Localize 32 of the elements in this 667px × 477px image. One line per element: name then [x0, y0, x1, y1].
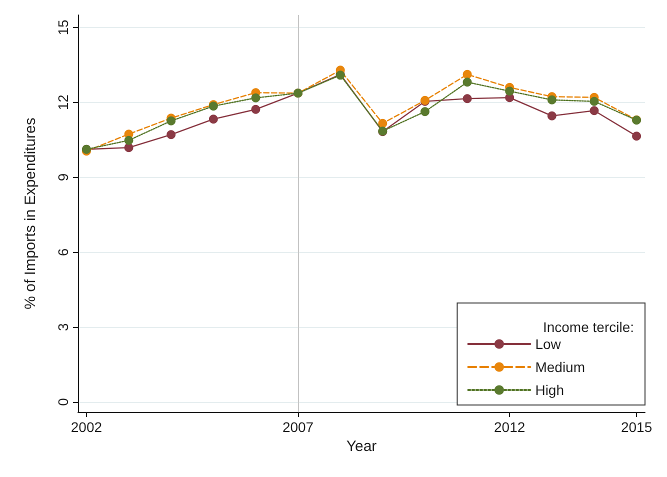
- y-tick-label: 9: [55, 173, 71, 182]
- y-tick-label: 6: [55, 248, 71, 256]
- point: [420, 107, 430, 116]
- y-tick-label: 12: [55, 94, 71, 110]
- point: [590, 106, 599, 116]
- point: [462, 78, 472, 87]
- point: [166, 116, 176, 126]
- point: [251, 104, 260, 114]
- point: [505, 86, 514, 96]
- point: [251, 93, 260, 102]
- legend-label: Medium: [535, 359, 586, 375]
- x-tick-label: 2007: [282, 419, 314, 435]
- y-tick-label: 15: [55, 19, 71, 36]
- x-tick-label: 2012: [494, 419, 526, 435]
- point: [590, 96, 599, 106]
- point: [208, 114, 218, 124]
- legend-title: Income tercile:: [542, 319, 634, 335]
- point: [166, 130, 176, 140]
- point: [632, 132, 642, 141]
- point: [547, 95, 556, 104]
- y-tick-label: 3: [55, 323, 71, 332]
- legend-label: Low: [535, 336, 562, 352]
- point: [547, 111, 556, 120]
- y-axis-title: % of Imports in Expenditures: [22, 118, 39, 310]
- x-axis-title: Year: [346, 438, 377, 455]
- x-tick-label: 2002: [70, 419, 102, 435]
- x-tick-label: 2015: [620, 419, 652, 435]
- y-tick-label: 0: [55, 398, 71, 406]
- point: [462, 70, 472, 79]
- point: [462, 94, 472, 104]
- point: [124, 136, 134, 145]
- legend-label: High: [535, 382, 564, 398]
